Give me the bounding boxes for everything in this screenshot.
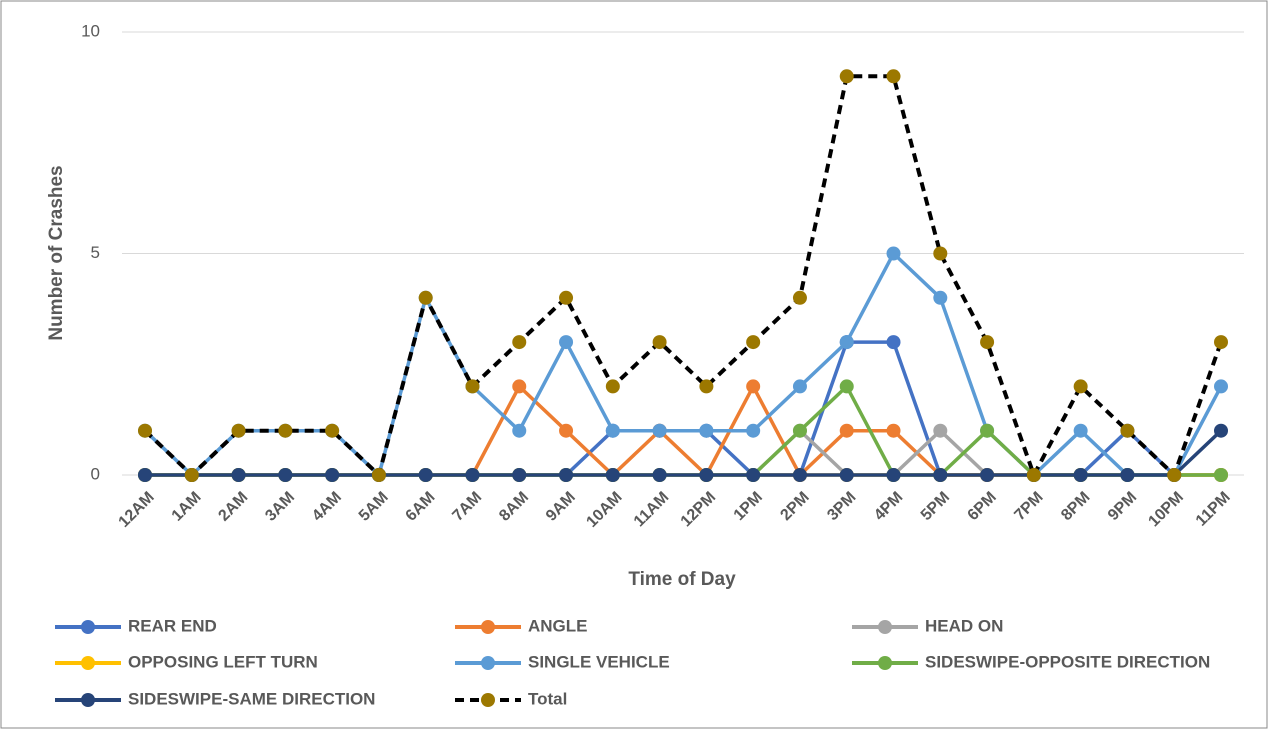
data-point <box>652 423 667 438</box>
data-point <box>792 290 807 305</box>
data-point <box>1214 379 1228 394</box>
data-point <box>278 468 293 482</box>
data-point <box>325 468 340 482</box>
data-point <box>325 423 340 438</box>
data-point <box>184 468 199 482</box>
data-point <box>746 379 761 394</box>
data-point <box>699 423 714 438</box>
data-point <box>699 468 714 482</box>
data-point <box>980 423 995 438</box>
data-point <box>1073 468 1088 482</box>
data-point <box>1120 423 1135 438</box>
legend-label: OPPOSING LEFT TURN <box>128 652 318 671</box>
x-axis-title: Time of Day <box>628 569 736 590</box>
data-point <box>980 468 995 482</box>
data-point <box>652 468 667 482</box>
data-point <box>980 335 995 350</box>
data-point <box>371 468 386 482</box>
data-point <box>1214 423 1228 438</box>
data-point <box>746 468 761 482</box>
data-point <box>699 379 714 394</box>
data-point <box>933 246 948 261</box>
legend-label: SINGLE VEHICLE <box>528 652 670 671</box>
legend-marker <box>81 656 95 670</box>
data-point <box>418 290 433 305</box>
y-tick-label: 0 <box>91 464 100 483</box>
data-point <box>559 335 574 350</box>
data-point <box>839 379 854 394</box>
data-point <box>512 468 527 482</box>
data-point <box>792 423 807 438</box>
y-tick-label: 10 <box>81 21 100 40</box>
data-point <box>839 335 854 350</box>
series-line <box>143 74 1223 477</box>
data-point <box>231 468 246 482</box>
y-tick-label: 5 <box>91 243 100 262</box>
y-axis-title: Number of Crashes <box>46 165 67 340</box>
data-point <box>886 423 901 438</box>
data-point <box>138 423 152 438</box>
legend-marker <box>878 656 892 670</box>
data-point <box>1026 468 1041 482</box>
data-point <box>559 290 574 305</box>
data-point <box>1214 335 1228 350</box>
data-point <box>1073 379 1088 394</box>
legend-label: Total <box>528 689 567 708</box>
data-point <box>231 423 246 438</box>
data-point <box>933 423 948 438</box>
legend-label: SIDESWIPE-OPPOSITE DIRECTION <box>925 652 1210 671</box>
legend-marker <box>481 620 495 634</box>
data-point <box>138 468 152 482</box>
data-point <box>746 423 761 438</box>
data-point <box>512 379 527 394</box>
legend-label: ANGLE <box>528 616 588 635</box>
data-point <box>792 379 807 394</box>
legend-label: HEAD ON <box>925 616 1003 635</box>
data-point <box>1120 468 1135 482</box>
data-point <box>933 468 948 482</box>
data-point <box>839 468 854 482</box>
data-point <box>605 423 620 438</box>
legend-marker <box>81 620 95 634</box>
data-point <box>839 423 854 438</box>
data-point <box>605 468 620 482</box>
data-point <box>792 468 807 482</box>
legend-marker <box>81 693 95 707</box>
data-point <box>886 335 901 350</box>
data-point <box>605 379 620 394</box>
data-point <box>839 69 854 84</box>
data-point <box>886 468 901 482</box>
data-point <box>465 379 480 394</box>
data-point <box>418 468 433 482</box>
data-point <box>933 290 948 305</box>
data-point <box>746 335 761 350</box>
series-line <box>145 429 1223 477</box>
data-point <box>1167 468 1182 482</box>
data-point <box>1214 468 1228 482</box>
data-point <box>512 335 527 350</box>
legend-marker <box>481 656 495 670</box>
data-point <box>886 69 901 84</box>
legend-marker <box>878 620 892 634</box>
data-point <box>1073 423 1088 438</box>
legend-marker <box>481 693 495 707</box>
data-point <box>886 246 901 261</box>
data-point <box>512 423 527 438</box>
legend-label: REAR END <box>128 616 217 635</box>
data-point <box>465 468 480 482</box>
legend-label: SIDESWIPE-SAME DIRECTION <box>128 689 375 708</box>
data-point <box>278 423 293 438</box>
data-point <box>652 335 667 350</box>
data-point <box>559 468 574 482</box>
data-point <box>559 423 574 438</box>
